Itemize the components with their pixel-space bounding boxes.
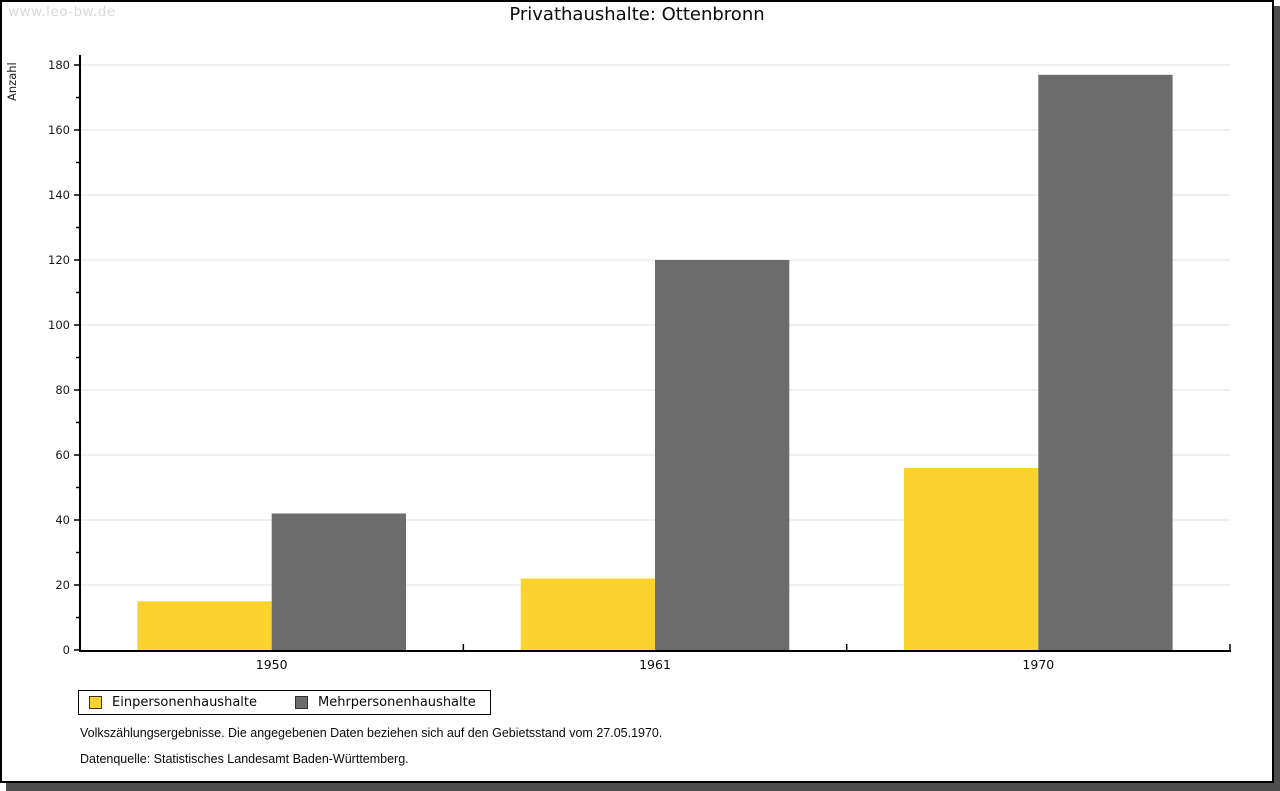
y-tick-label: 80 [55, 383, 70, 397]
y-tick-label: 140 [48, 188, 70, 202]
footnote-volkszaehlung: Volkszählungsergebnisse. Die angegebenen… [80, 726, 663, 740]
x-tick-label: 1961 [639, 657, 671, 672]
y-tick-label: 160 [48, 123, 70, 137]
chart-title: Privathaushalte: Ottenbronn [509, 4, 765, 25]
legend-swatch-gray [295, 696, 308, 709]
legend-label: Mehrpersonenhaushalte [318, 695, 476, 710]
legend-swatch-yellow [89, 696, 102, 709]
watermark-text: www.leo-bw.de [8, 4, 116, 20]
bar-einpersonenhaushalte-1961 [520, 578, 655, 650]
y-tick-label: 180 [48, 58, 70, 72]
bar-einpersonenhaushalte-1950 [137, 601, 272, 651]
y-tick-label: 100 [48, 318, 70, 332]
bar-einpersonenhaushalte-1970 [904, 468, 1039, 650]
bar-mehrpersonenhaushalte-1970 [1038, 74, 1173, 651]
bar-mehrpersonenhaushalte-1961 [655, 260, 790, 650]
page-shadow-bottom [6, 783, 1280, 791]
x-tick-label: 1950 [256, 657, 288, 672]
page-shadow-right [1274, 6, 1280, 783]
legend-item-mehrpersonenhaushalte: Mehrpersonenhaushalte [295, 695, 476, 710]
x-tick-label: 1970 [1022, 657, 1054, 672]
legend-box: Einpersonenhaushalte Mehrpersonenhaushal… [78, 690, 491, 715]
y-axis-title: Anzahl [5, 62, 19, 101]
y-tick-label: 20 [55, 578, 70, 592]
footnote-datenquelle: Datenquelle: Statistisches Landesamt Bad… [80, 752, 409, 766]
bar-mehrpersonenhaushalte-1950 [271, 513, 406, 650]
y-tick-label: 0 [63, 643, 70, 657]
legend-item-einpersonenhaushalte: Einpersonenhaushalte [89, 695, 257, 710]
legend-label: Einpersonenhaushalte [112, 695, 257, 710]
y-tick-label: 120 [48, 253, 70, 267]
y-tick-label: 40 [55, 513, 70, 527]
y-tick-label: 60 [55, 448, 70, 462]
